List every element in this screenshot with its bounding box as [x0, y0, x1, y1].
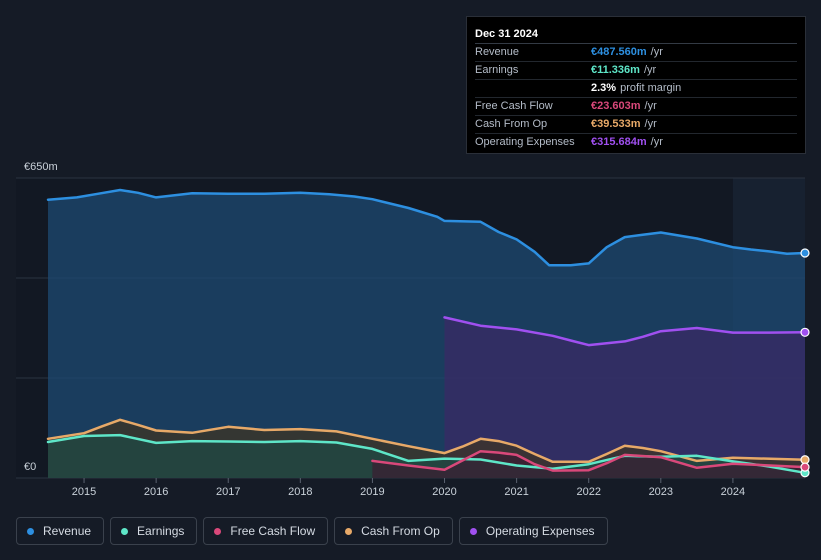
tooltip-row-value: €23.603m — [591, 100, 641, 112]
tooltip-row-label: Free Cash Flow — [475, 100, 553, 112]
tooltip-row: Free Cash Flow €23.603m/yr — [475, 98, 797, 116]
legend-dot-icon — [121, 527, 129, 535]
x-tick-label-2020: 2020 — [432, 486, 456, 498]
legend-item-earnings[interactable]: Earnings — [110, 517, 198, 545]
x-tick-label-2023: 2023 — [649, 486, 673, 498]
tooltip-row-label: Cash From Op — [475, 118, 548, 130]
legend-item-free-cash-flow[interactable]: Free Cash Flow — [203, 517, 329, 545]
tooltip-row-value: €315.684m — [591, 136, 647, 148]
x-tick-label-2019: 2019 — [360, 486, 384, 498]
legend-item-revenue[interactable]: Revenue — [16, 517, 105, 545]
legend-label: Operating Expenses — [485, 524, 595, 538]
legend-item-operating-expenses[interactable]: Operating Expenses — [458, 517, 608, 545]
legend-dot-icon — [469, 527, 477, 535]
legend-dot-icon — [345, 527, 353, 535]
x-tick-label-2016: 2016 — [144, 486, 168, 498]
legend-label: Revenue — [43, 524, 92, 538]
chart-legend: Revenue Earnings Free Cash Flow Cash From O… — [16, 517, 614, 547]
tooltip-row: Operating Expenses €315.684m/yr — [475, 134, 797, 151]
operating-expenses-line — [443, 316, 807, 347]
tooltip-row-label: Operating Expenses — [475, 136, 575, 148]
tooltip-date: Dec 31 2024 — [475, 25, 797, 44]
revenue-endpoint — [800, 248, 810, 258]
y-tick-label-max: €650m — [24, 161, 58, 173]
legend-label: Earnings — [137, 524, 185, 538]
series-lines — [46, 188, 807, 475]
x-tick-label-2022: 2022 — [576, 486, 600, 498]
legend-dot-icon — [27, 527, 34, 535]
tooltip-row-unit: /yr — [643, 64, 657, 76]
x-tick-label-2024: 2024 — [721, 486, 745, 498]
legend-label: Free Cash Flow — [230, 524, 316, 538]
legend-label: Cash From Op — [361, 524, 440, 538]
free-cash-flow-area — [372, 451, 805, 478]
operating-expenses-endpoint — [800, 327, 810, 337]
tooltip-row-value: €487.560m — [591, 46, 647, 58]
tooltip-row-unit: /yr — [650, 46, 663, 58]
tooltip-row-value: 2.3% — [591, 82, 617, 94]
y-tick-label-zero: €0 — [24, 461, 36, 473]
tooltip-row-value: €39.533m — [591, 118, 641, 130]
tooltip-panel: Dec 31 2024 Revenue €487.560m/yr Earnings €… — [466, 16, 806, 154]
x-tick-label-2021: 2021 — [504, 486, 528, 498]
series-areas — [48, 190, 805, 478]
free-cash-flow-endpoint — [800, 462, 810, 472]
legend-dot-icon — [214, 527, 222, 535]
revenue-line — [46, 188, 807, 267]
tooltip-row: Cash From Op €39.533m/yr — [475, 116, 797, 134]
x-tick-label-2017: 2017 — [216, 486, 240, 498]
tooltip-row-label: Revenue — [475, 46, 520, 58]
tooltip-row: 2.3% profit margin — [475, 80, 797, 98]
tooltip-rows: Revenue €487.560m/yr Earnings €11.336m/yr 2.… — [475, 44, 797, 151]
tooltip-row-unit: /yr — [644, 118, 657, 130]
x-tick-label-2015: 2015 — [72, 486, 96, 498]
cash-from-op-line — [46, 418, 807, 464]
tooltip-row-label: Earnings — [475, 64, 519, 76]
operating-expenses-area — [444, 317, 805, 478]
tooltip-row-unit: /yr — [644, 100, 657, 112]
tooltip-row: Earnings €11.336m/yr — [475, 62, 797, 80]
legend-item-cash-from-op[interactable]: Cash From Op — [334, 517, 453, 545]
tooltip-row-value: €11.336m — [591, 64, 640, 76]
tooltip-row-unit: /yr — [650, 136, 663, 148]
tooltip-row: Revenue €487.560m/yr — [475, 44, 797, 62]
x-axis-ticks: 2015 2016 2017 2018 2019 2020 2021 2022 2023 2024 — [72, 478, 745, 498]
x-tick-label-2018: 2018 — [288, 486, 312, 498]
free-cash-flow-line — [371, 449, 807, 472]
earnings-line — [46, 433, 807, 475]
tooltip-row-unit: profit margin — [620, 82, 682, 94]
series-endpoints — [800, 248, 810, 478]
tooltip-row-label — [475, 80, 591, 97]
